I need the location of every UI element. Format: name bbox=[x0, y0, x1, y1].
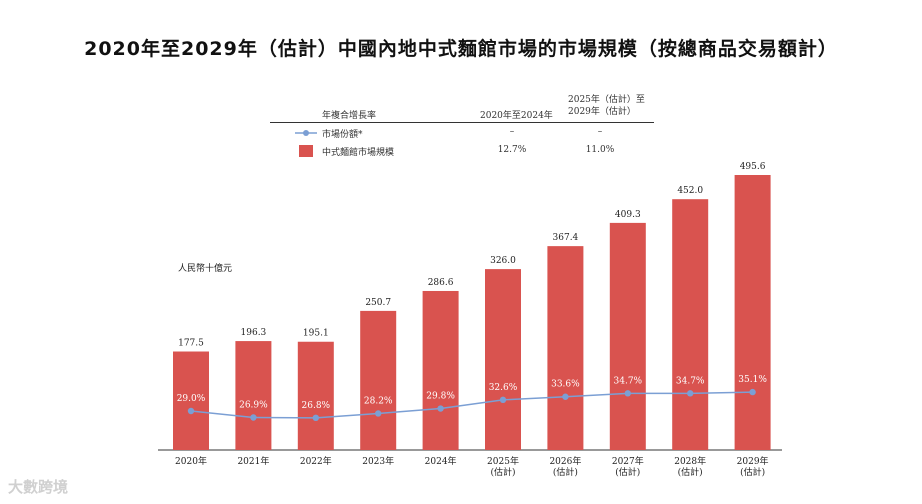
x-tick-label: 2027年 bbox=[612, 455, 644, 467]
bar-value-label: 250.7 bbox=[365, 298, 391, 308]
line-point bbox=[749, 388, 756, 396]
x-tick-label: 2024年 bbox=[425, 455, 457, 467]
bar-value-label: 286.6 bbox=[428, 278, 454, 288]
line-value-label: 35.1% bbox=[738, 375, 767, 385]
cagr-col2-label: 2025年（估計）至 2029年（估計） bbox=[568, 95, 645, 117]
line-point bbox=[250, 414, 257, 421]
bar bbox=[672, 199, 709, 450]
legend-row-market-size: 中式麵館市場規模 12.7% 11.0% bbox=[270, 142, 654, 160]
x-tick-label: 2026年 bbox=[549, 455, 581, 467]
cagr-col1-label: 2020年至2024年 bbox=[480, 111, 553, 121]
x-tick-label: (估計) bbox=[740, 466, 765, 478]
bar bbox=[485, 269, 521, 450]
cagr-header-label: 年複合增長率 bbox=[322, 111, 377, 121]
line-point bbox=[624, 390, 631, 397]
x-tick-label: (估計) bbox=[553, 466, 578, 478]
cagr-value: 11.0% bbox=[585, 145, 615, 155]
bar bbox=[173, 351, 209, 450]
legend-label-market-size: 中式麵館市場規模 bbox=[322, 148, 395, 158]
x-tick-label: 2028年 bbox=[674, 455, 706, 467]
line-value-label: 34.7% bbox=[676, 376, 705, 386]
x-tick-label: 2020年 bbox=[175, 455, 207, 467]
line-value-label: 33.6% bbox=[551, 380, 580, 390]
x-tick-label: 2029年 bbox=[737, 455, 769, 467]
line-marker-icon bbox=[295, 130, 317, 136]
cagr-value: 12.7% bbox=[497, 145, 527, 155]
bar-value-label: 195.1 bbox=[303, 329, 329, 339]
line-point bbox=[187, 407, 195, 415]
line-value-label: 32.6% bbox=[489, 383, 518, 393]
x-tick-label: (估計) bbox=[678, 466, 703, 478]
x-tick-label: 2021年 bbox=[237, 455, 269, 467]
x-tick-label: (估計) bbox=[615, 466, 640, 478]
x-tick-label: 2022年 bbox=[300, 455, 332, 467]
bar-value-label: 495.6 bbox=[740, 162, 766, 172]
bar bbox=[235, 341, 272, 450]
bar bbox=[297, 341, 334, 450]
line-value-label: 26.8% bbox=[302, 401, 331, 411]
y-unit-label: 人民幣十億元 bbox=[178, 264, 233, 274]
line-point bbox=[499, 396, 507, 404]
bar-value-label: 326.0 bbox=[490, 256, 516, 266]
bar bbox=[609, 222, 646, 450]
bar bbox=[734, 175, 771, 450]
legend-row-market-share: 市場份額* – – bbox=[270, 124, 654, 142]
legend-label-market-share: 市場份額* bbox=[322, 130, 363, 140]
cagr-table-header: 年複合增長率 2020年至2024年 2025年（估計）至 2029年（估計） bbox=[270, 92, 654, 123]
line-value-label: 28.2% bbox=[364, 396, 393, 406]
watermark-logo: 大數跨境 bbox=[8, 478, 69, 496]
bar bbox=[422, 290, 459, 450]
x-tick-label: (估計) bbox=[490, 466, 515, 478]
line-value-label: 29.0% bbox=[177, 394, 206, 404]
bar-swatch-icon bbox=[299, 145, 313, 157]
cagr-value: – bbox=[509, 127, 515, 137]
x-tick-label: 2023年 bbox=[362, 455, 394, 467]
line-value-label: 29.8% bbox=[426, 392, 455, 402]
chart-title: 2020年至2029年（估計）中國內地中式麵館市場的市場規模（按總商品交易額計） bbox=[84, 38, 838, 60]
bar-value-label: 452.0 bbox=[677, 186, 703, 196]
bar-value-label: 196.3 bbox=[241, 328, 267, 338]
bar-value-label: 409.3 bbox=[615, 210, 641, 220]
line-value-label: 26.9% bbox=[239, 401, 268, 411]
market-share-line bbox=[190, 391, 753, 419]
bar-value-label: 177.5 bbox=[178, 339, 204, 349]
line-point bbox=[562, 393, 569, 400]
bar bbox=[360, 310, 397, 450]
line-point bbox=[687, 390, 694, 397]
line-point bbox=[437, 405, 444, 412]
bar bbox=[547, 246, 584, 450]
cagr-value: – bbox=[597, 127, 603, 137]
x-tick-label: 2025年 bbox=[487, 455, 519, 467]
line-point bbox=[375, 410, 382, 417]
line-point bbox=[312, 414, 319, 422]
line-value-label: 34.7% bbox=[614, 376, 643, 386]
bar-value-label: 367.4 bbox=[553, 233, 579, 243]
